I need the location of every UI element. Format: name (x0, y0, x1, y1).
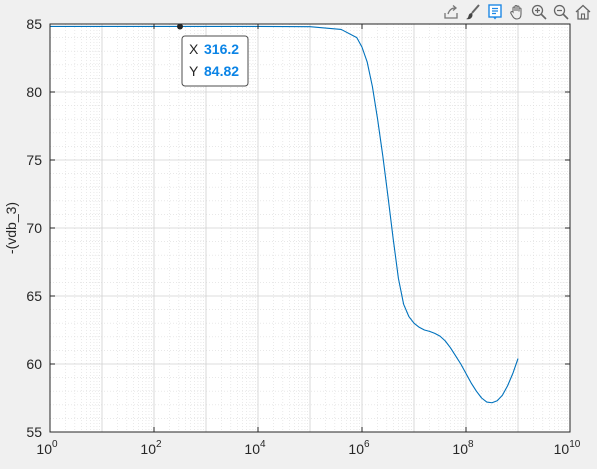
brush-button[interactable] (463, 2, 483, 22)
y-tick-label: 65 (26, 288, 42, 304)
x-tick-label: 1010 (554, 439, 581, 457)
pan-button[interactable] (507, 2, 527, 22)
data-tips-icon (488, 4, 502, 20)
datatip-box (181, 35, 249, 87)
axes-toolbar (437, 0, 597, 24)
datatip-marker[interactable] (176, 23, 183, 30)
series-layer (50, 25, 519, 404)
y-tick-labels: 55 60 65 70 75 80 85 (26, 16, 42, 440)
y-axis-label: -(vdb_3) (3, 202, 19, 254)
datatip[interactable]: X 316.2 Y 84.82 (176, 23, 249, 87)
zoom-in-icon (531, 4, 547, 20)
export-button[interactable] (441, 2, 461, 22)
home-button[interactable] (573, 2, 593, 22)
x-tick-label: 104 (244, 439, 266, 457)
y-tick-label: 85 (26, 16, 42, 32)
datatip-y-value: 84.82 (204, 63, 239, 79)
datatip-x-value: 316.2 (204, 41, 239, 57)
zoom-out-icon (553, 4, 569, 20)
pan-icon (510, 4, 522, 20)
x-tick-label: 106 (348, 439, 370, 457)
datatip-x-label: X (189, 41, 199, 57)
y-tick-label: 70 (26, 220, 42, 236)
x-tick-label: 102 (140, 439, 162, 457)
data-tips-button[interactable] (485, 2, 505, 22)
y-tick-label: 75 (26, 152, 42, 168)
y-tick-label: 55 (26, 424, 42, 440)
zoom-out-button[interactable] (551, 2, 571, 22)
x-tick-labels: 100 102 104 106 108 1010 (36, 439, 580, 457)
x-tick-label: 100 (36, 439, 58, 457)
series-line (50, 25, 519, 404)
y-tick-label: 60 (26, 356, 42, 372)
zoom-in-button[interactable] (529, 2, 549, 22)
ticks-layer (49, 23, 571, 433)
brush-icon (466, 4, 480, 20)
x-tick-label: 108 (452, 439, 474, 457)
y-tick-label: 80 (26, 84, 42, 100)
datatip-y-label: Y (189, 63, 199, 79)
home-icon (575, 4, 591, 20)
export-icon (444, 5, 458, 19)
